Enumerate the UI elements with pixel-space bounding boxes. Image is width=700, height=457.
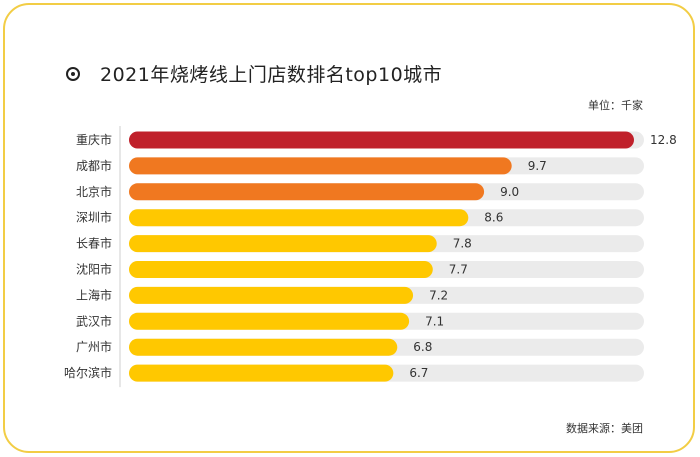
bar-北京市 bbox=[129, 183, 485, 201]
category-label: 北京市 bbox=[76, 184, 112, 199]
unit-label: 单位：千家 bbox=[588, 99, 643, 112]
value-label: 7.8 bbox=[453, 237, 472, 251]
value-label: 9.0 bbox=[500, 185, 519, 199]
bar-武汉市 bbox=[129, 312, 410, 330]
value-label: 7.2 bbox=[429, 288, 448, 302]
value-label: 8.6 bbox=[484, 211, 503, 225]
category-label: 沈阳市 bbox=[76, 262, 112, 277]
category-label: 重庆市 bbox=[76, 132, 112, 147]
bar-深圳市 bbox=[129, 209, 469, 227]
bar-上海市 bbox=[129, 286, 414, 304]
bar-成都市 bbox=[129, 157, 512, 175]
bar-哈尔滨市 bbox=[129, 364, 394, 382]
value-label: 12.8 bbox=[650, 133, 677, 147]
bar-长春市 bbox=[129, 235, 437, 253]
title-row: 2021年烧烤线上门店数排名top10城市 bbox=[66, 60, 442, 87]
value-label: 7.1 bbox=[425, 314, 444, 328]
bar-重庆市 bbox=[129, 131, 634, 149]
value-label: 9.7 bbox=[528, 159, 547, 173]
category-label: 深圳市 bbox=[76, 210, 112, 225]
category-label: 哈尔滨市 bbox=[64, 365, 112, 380]
category-label: 长春市 bbox=[76, 236, 112, 251]
value-label: 6.7 bbox=[409, 366, 428, 380]
category-label: 上海市 bbox=[76, 287, 112, 302]
category-label: 广州市 bbox=[76, 339, 112, 354]
value-label: 7.7 bbox=[449, 263, 468, 277]
radio-bullet-icon bbox=[66, 66, 80, 81]
bar-沈阳市 bbox=[129, 261, 433, 278]
value-label: 6.8 bbox=[413, 340, 432, 354]
chart-title: 2021年烧烤线上门店数排名top10城市 bbox=[100, 64, 443, 86]
category-label: 武汉市 bbox=[76, 313, 112, 328]
bar-广州市 bbox=[129, 338, 398, 356]
source-label: 数据来源：美团 bbox=[566, 422, 643, 435]
category-label: 成都市 bbox=[76, 158, 112, 173]
